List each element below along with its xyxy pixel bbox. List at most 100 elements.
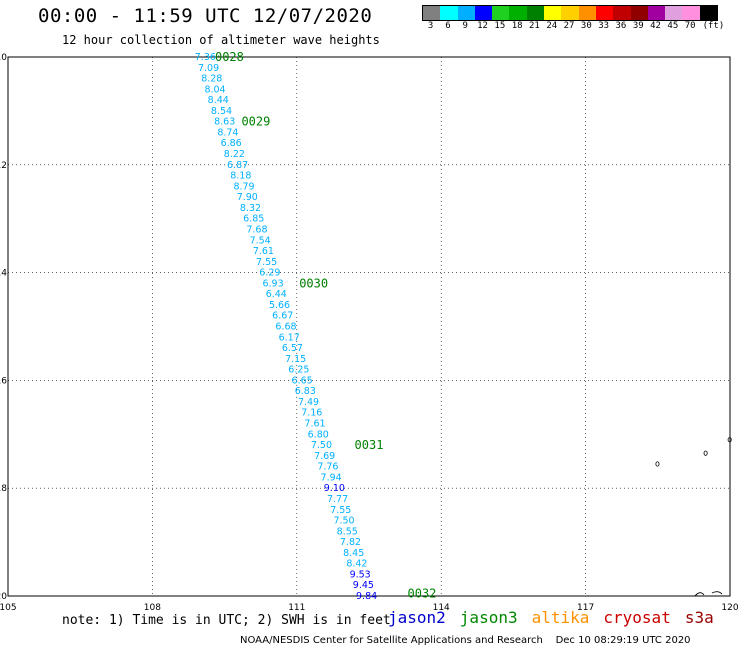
wave-height-label: 8.32 xyxy=(240,203,261,214)
wave-height-label: 8.18 xyxy=(230,171,251,182)
legend-swatch xyxy=(699,6,718,20)
legend-label: 42 xyxy=(650,21,661,31)
wave-height-label: 7.50 xyxy=(333,516,354,527)
wave-height-label: 6.65 xyxy=(292,375,313,386)
wave-height-label: 7.61 xyxy=(253,246,274,257)
wave-height-label: 6.80 xyxy=(308,429,329,440)
track-time-label: 0028 xyxy=(215,50,244,64)
wave-height-label: 8.63 xyxy=(214,117,235,128)
wave-height-label: 7.09 xyxy=(198,63,219,74)
wave-height-label: 8.22 xyxy=(224,149,245,160)
legend-label: 6 xyxy=(445,21,451,31)
wave-height-label: 7.55 xyxy=(256,257,277,268)
wave-height-label: 6.67 xyxy=(272,311,293,322)
wave-height-label: 5.66 xyxy=(269,300,290,311)
legend-swatch xyxy=(630,6,648,20)
wave-height-label: 6.87 xyxy=(227,160,248,171)
wave-height-label: 7.16 xyxy=(301,408,322,419)
wave-height-label: 6.17 xyxy=(279,332,300,343)
wave-height-label: 8.45 xyxy=(343,548,364,559)
lon-tick-label: 105 xyxy=(0,603,17,613)
track-time-label: 0032 xyxy=(408,586,437,600)
wave-height-label: 8.54 xyxy=(211,106,232,117)
island-outline xyxy=(655,461,660,467)
wave-height-label: 7.76 xyxy=(317,462,338,473)
wave-height-label: 7.55 xyxy=(330,505,351,516)
legend-swatch xyxy=(474,6,493,20)
legend-swatch xyxy=(457,6,475,20)
legend-swatch xyxy=(526,6,545,20)
wave-height-label: 7.77 xyxy=(327,494,348,505)
legend-label: (ft) xyxy=(702,21,725,31)
wave-height-label: 7.15 xyxy=(285,354,306,365)
legend-label: 30 xyxy=(580,21,592,31)
wave-height-label: 7.36 xyxy=(195,52,216,63)
page-title: 00:00 - 11:59 UTC 12/07/2020 xyxy=(38,5,373,27)
legend-label: 70 xyxy=(684,21,696,31)
legend-label: 24 xyxy=(546,21,558,31)
legend-label: 12 xyxy=(477,21,488,31)
wave-height-label: 8.04 xyxy=(204,84,225,95)
legend-swatch xyxy=(647,6,666,20)
legend-swatch xyxy=(544,6,562,20)
legend-label: 36 xyxy=(615,21,627,31)
legend-label: 45 xyxy=(667,21,679,31)
wave-height-label: 7.49 xyxy=(298,397,319,408)
wave-height-label: 6.86 xyxy=(221,138,242,149)
lon-tick-label: 108 xyxy=(144,603,161,613)
satellite-legend: jason2 jason3 altika cryosat s3a xyxy=(388,608,714,627)
coastline xyxy=(694,591,723,597)
wave-height-label: 7.54 xyxy=(250,235,271,246)
legend-swatch xyxy=(613,6,631,20)
legend-label: 3 xyxy=(427,21,434,31)
wave-height-label: 8.79 xyxy=(233,181,254,192)
legend-swatch xyxy=(665,6,683,20)
island-outline xyxy=(703,450,708,456)
island-outline xyxy=(727,437,732,443)
lat-tick-label: -12 xyxy=(0,161,7,171)
wave-height-label: 6.44 xyxy=(266,289,287,300)
wave-height-label: 7.68 xyxy=(246,224,267,235)
wave-height-label: 8.28 xyxy=(201,74,222,85)
legend-swatch xyxy=(561,6,579,20)
wave-height-label: 7.50 xyxy=(311,440,332,451)
wave-height-label: 7.82 xyxy=(340,537,361,548)
satellite-s3a: s3a xyxy=(684,608,714,627)
lat-tick-label: -14 xyxy=(0,269,7,279)
wave-height-label: 8.74 xyxy=(217,127,238,138)
legend-swatch xyxy=(423,6,441,20)
lat-tick-label: -10 xyxy=(0,53,7,63)
track-time-label: 0031 xyxy=(355,438,384,452)
legend-label: 9 xyxy=(462,21,468,31)
color-scale-legend xyxy=(422,5,719,21)
wave-height-label: 8.44 xyxy=(208,95,229,106)
wave-height-label: 9.10 xyxy=(324,483,345,494)
footer-credit: NOAA/NESDIS Center for Satellite Applica… xyxy=(240,635,691,646)
legend-swatch xyxy=(578,6,596,20)
lat-tick-label: -16 xyxy=(0,376,7,386)
legend-swatch xyxy=(595,6,614,20)
wave-height-label: 9.45 xyxy=(353,580,374,591)
legend-swatch xyxy=(440,6,458,20)
satellite-jason2: jason2 xyxy=(388,608,446,627)
legend-swatch xyxy=(509,6,527,20)
wave-height-label: 6.93 xyxy=(262,278,283,289)
legend-label: 15 xyxy=(494,21,506,31)
legend-swatch xyxy=(492,6,510,20)
legend-swatch xyxy=(682,6,700,20)
note-text: note: 1) Time is in UTC; 2) SWH is in fe… xyxy=(62,613,391,628)
wave-height-label: 9.84 xyxy=(356,591,377,602)
satellite-cryosat: cryosat xyxy=(603,608,671,627)
satellite-altika: altika xyxy=(531,608,590,627)
track-time-label: 0030 xyxy=(299,276,328,290)
legend-label: 21 xyxy=(529,21,540,31)
wave-height-label: 8.55 xyxy=(337,526,358,537)
lat-tick-label: -20 xyxy=(0,592,7,602)
wave-height-label: 7.61 xyxy=(304,419,325,430)
wave-height-label: 6.25 xyxy=(288,365,309,376)
legend-label: 39 xyxy=(632,21,644,31)
wave-height-label: 7.94 xyxy=(321,472,342,483)
wave-height-label: 6.68 xyxy=(275,322,296,333)
track-time-label: 0029 xyxy=(241,115,270,129)
